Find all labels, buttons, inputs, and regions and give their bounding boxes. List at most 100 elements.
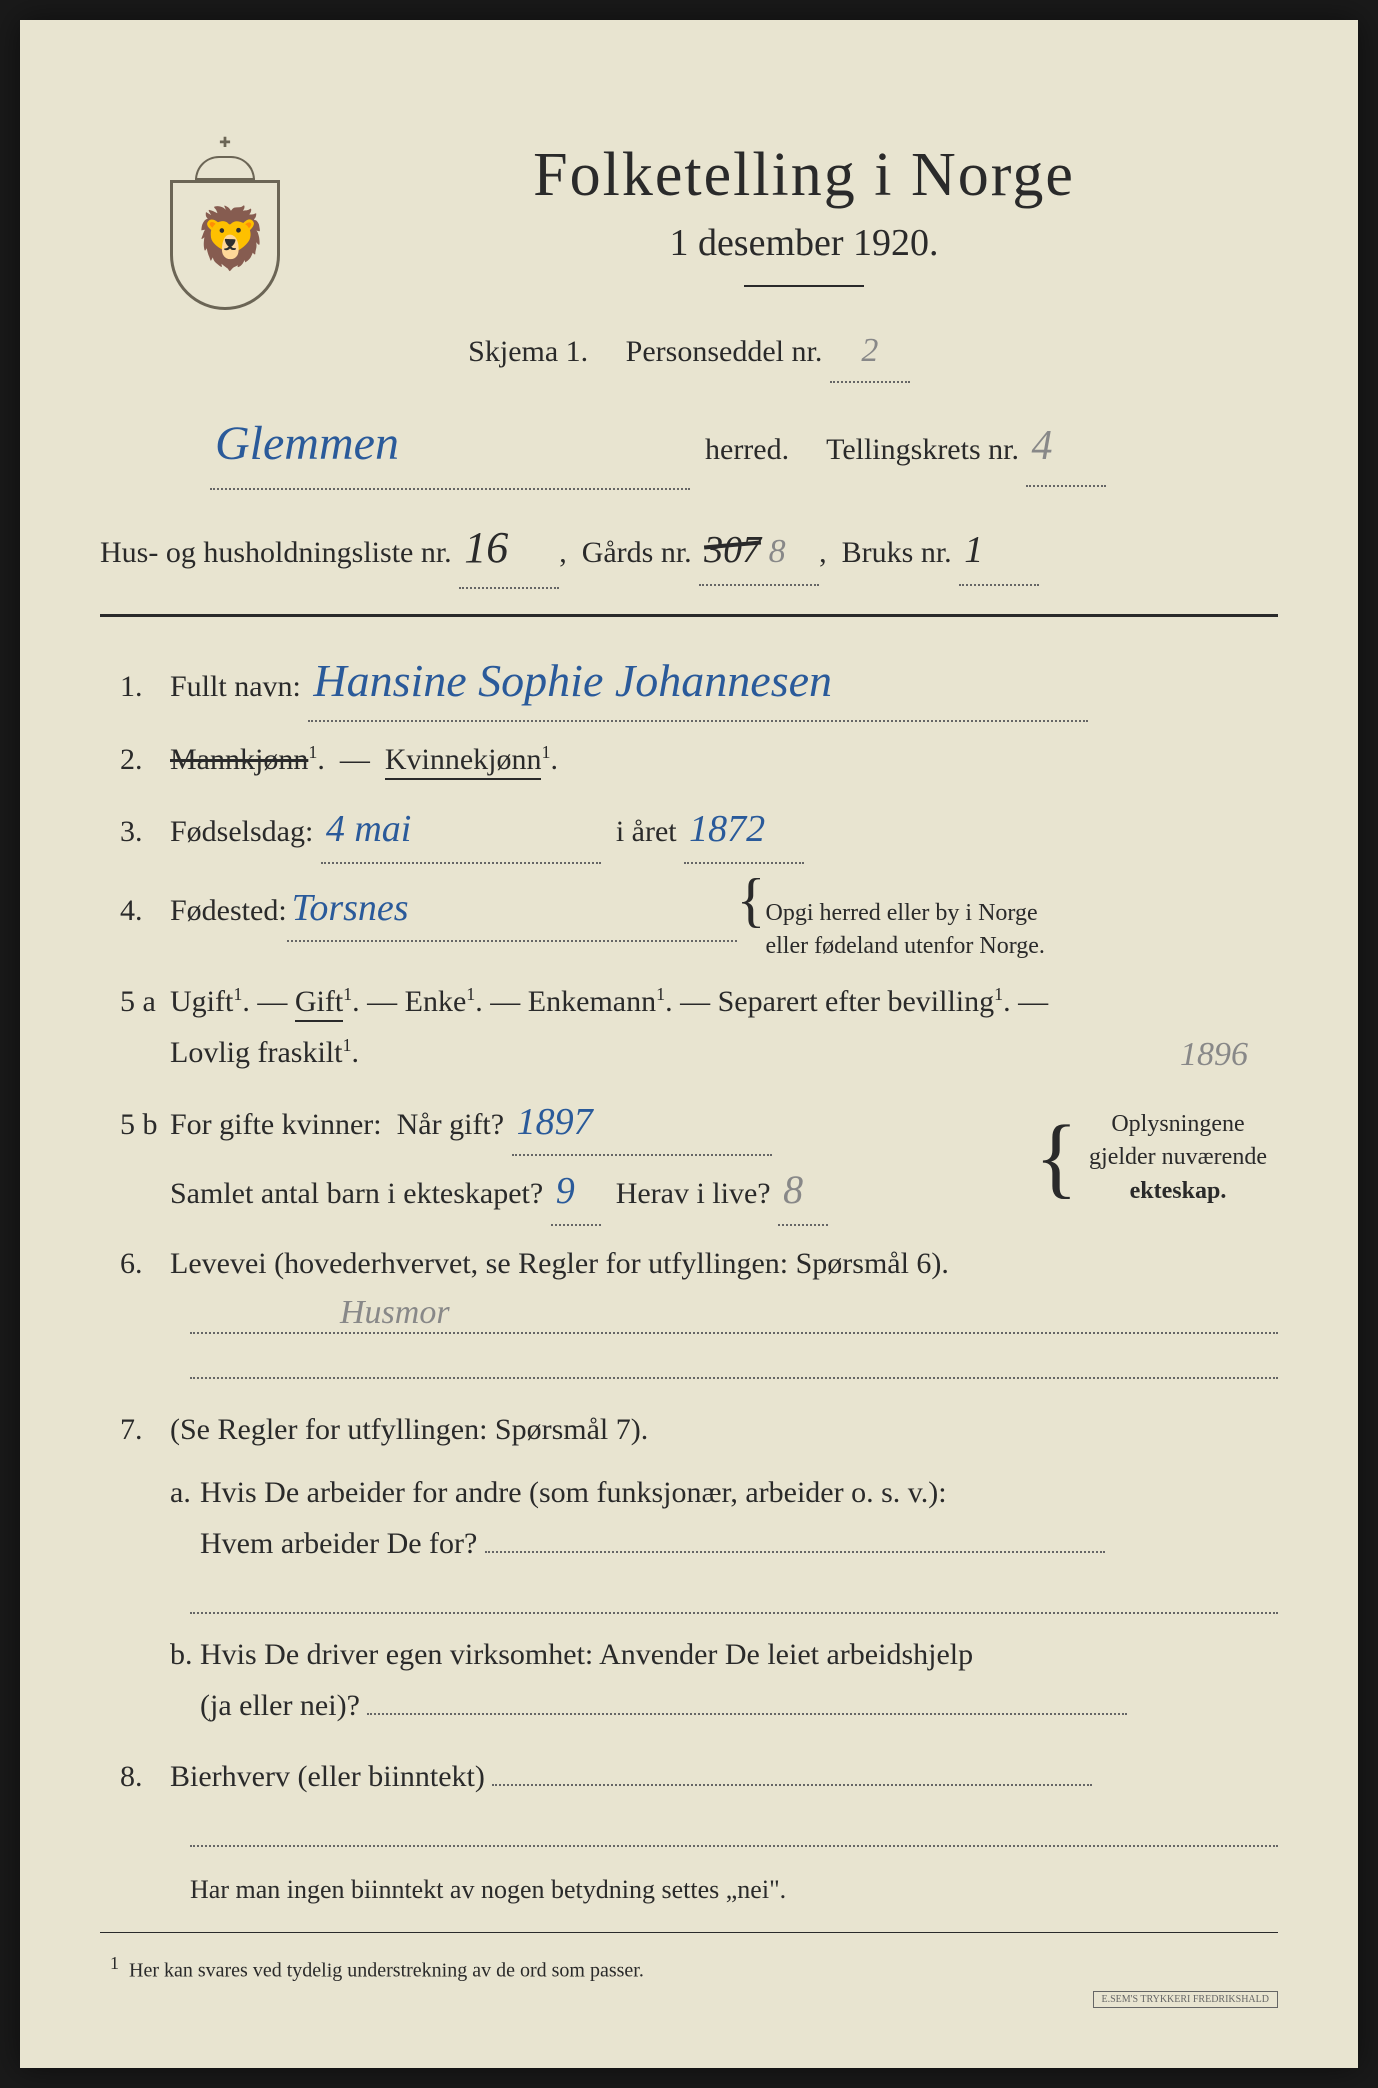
skjema-line: Skjema 1. Personseddel nr. 2 bbox=[100, 320, 1278, 383]
q4-row: 4. Fødested: Torsnes { Opgi herred eller… bbox=[100, 876, 1278, 964]
q5a-num: 5 a bbox=[100, 985, 170, 1019]
q5b-row: 5 b For gifte kvinner: Når gift? 1897 Sa… bbox=[100, 1090, 1278, 1227]
bruks-label: Bruks nr. bbox=[842, 536, 952, 569]
q7a-field-line2 bbox=[190, 1584, 1278, 1614]
q6-row: 6. Levevei (hovederhvervet, se Regler fo… bbox=[100, 1238, 1278, 1289]
q8-row: 8. Bierhverv (eller biinntekt) bbox=[100, 1751, 1278, 1802]
q6-field-line2 bbox=[190, 1349, 1278, 1379]
q5b-label2: Når gift? bbox=[397, 1108, 504, 1141]
q4-value: Torsnes bbox=[292, 887, 409, 929]
husliste-line: Hus- og husholdningsliste nr. 16 , Gårds… bbox=[100, 508, 1278, 589]
herred-field: Glemmen bbox=[210, 401, 690, 489]
q3-num: 3. bbox=[100, 815, 170, 849]
q7a-row: a. Hvis De arbeider for andre (som funks… bbox=[100, 1467, 1278, 1569]
q1-row: 1. Fullt navn: Hansine Sophie Johannesen bbox=[100, 642, 1278, 722]
q5b-year: 1897 bbox=[517, 1101, 593, 1143]
husliste-field: 16 bbox=[459, 508, 559, 589]
bruks-nr: 1 bbox=[964, 529, 983, 571]
q6-num: 6. bbox=[100, 1247, 170, 1281]
personseddel-nr: 2 bbox=[861, 332, 878, 369]
tellingskrets-label: Tellingskrets nr. bbox=[826, 433, 1019, 466]
footer-note1: Har man ingen biinntekt av nogen betydni… bbox=[190, 1867, 1278, 1914]
divider-icon bbox=[100, 614, 1278, 617]
q7-num: 7. bbox=[100, 1413, 170, 1447]
q3-row: 3. Fødselsdag: 4 mai i året 1872 bbox=[100, 797, 1278, 864]
divider-icon bbox=[744, 285, 864, 287]
census-form-page: 🦁 Folketelling i Norge 1 desember 1920. … bbox=[20, 20, 1358, 2068]
q5a-pencil-note: 1896 bbox=[1180, 1026, 1248, 1084]
q4-field: Torsnes bbox=[287, 876, 737, 943]
husliste-nr: 16 bbox=[464, 523, 508, 572]
q3-day-field: 4 mai bbox=[321, 797, 601, 864]
q7b-num: b. bbox=[100, 1638, 170, 1672]
tellingskrets-nr: 4 bbox=[1031, 423, 1052, 469]
q2-mann: Mannkjønn bbox=[170, 743, 308, 776]
q7a-field bbox=[485, 1551, 1105, 1553]
q4-label: Fødested: bbox=[170, 885, 287, 936]
q5b-label4: Herav i live? bbox=[616, 1177, 771, 1210]
main-title: Folketelling i Norge bbox=[330, 140, 1278, 211]
q8-num: 8. bbox=[100, 1760, 170, 1794]
q8-field bbox=[492, 1784, 1092, 1786]
herred-value: Glemmen bbox=[215, 417, 399, 470]
coat-of-arms-icon: 🦁 bbox=[160, 140, 290, 310]
q7-row: 7. (Se Regler for utfyllingen: Spørsmål … bbox=[100, 1404, 1278, 1455]
q6-field-line1: Husmor bbox=[190, 1304, 1278, 1334]
q1-num: 1. bbox=[100, 670, 170, 704]
q5a-enkemann: Enkemann bbox=[528, 985, 656, 1018]
q5b-label1: For gifte kvinner: bbox=[170, 1108, 382, 1141]
personseddel-nr-field: 2 bbox=[830, 320, 910, 383]
subtitle: 1 desember 1920. bbox=[330, 221, 1278, 265]
q5a-ugift: Ugift bbox=[170, 985, 233, 1018]
q5a-fraskilt: Lovlig fraskilt bbox=[170, 1036, 342, 1069]
tellingskrets-field: 4 bbox=[1026, 409, 1106, 487]
personseddel-label: Personseddel nr. bbox=[626, 335, 823, 368]
gards-nr-crossed: 307 bbox=[704, 516, 761, 584]
q7-label: (Se Regler for utfyllingen: Spørsmål 7). bbox=[170, 1413, 648, 1446]
q2-num: 2. bbox=[100, 743, 170, 777]
q4-num: 4. bbox=[100, 894, 170, 928]
q5b-num: 5 b bbox=[100, 1108, 170, 1142]
q7a-label2: Hvem arbeider De for? bbox=[200, 1527, 477, 1560]
q5b-live: 8 bbox=[783, 1167, 803, 1212]
gards-label: Gårds nr. bbox=[582, 536, 692, 569]
q3-year-label: i året bbox=[616, 815, 677, 848]
gards-nr: 8 bbox=[769, 533, 786, 570]
q7a-label1: Hvis De arbeider for andre (som funksjon… bbox=[200, 1476, 947, 1509]
q5a-enke: Enke bbox=[405, 985, 467, 1018]
q1-value: Hansine Sophie Johannesen bbox=[313, 655, 832, 706]
herred-line: Glemmen herred. Tellingskrets nr. 4 bbox=[100, 401, 1278, 489]
q7b-label1: Hvis De driver egen virksomhet: Anvender… bbox=[200, 1638, 973, 1671]
q5b-live-field: 8 bbox=[778, 1156, 828, 1226]
q3-label: Fødselsdag: bbox=[170, 815, 313, 848]
skjema-label: Skjema 1. bbox=[468, 335, 588, 368]
divider-icon bbox=[100, 1932, 1278, 1933]
q6-label: Levevei (hovederhvervet, se Regler for u… bbox=[170, 1247, 949, 1280]
q7b-label2: (ja eller nei)? bbox=[200, 1689, 360, 1722]
q5a-separert: Separert efter bevilling bbox=[718, 985, 995, 1018]
bruks-field: 1 bbox=[959, 516, 1039, 586]
q5b-barn: 9 bbox=[556, 1170, 575, 1212]
q5b-year-field: 1897 bbox=[512, 1090, 772, 1157]
q7b-row: b. Hvis De driver egen virksomhet: Anven… bbox=[100, 1629, 1278, 1731]
q5a-row: 5 a Ugift1. — Gift1. — Enke1. — Enkemann… bbox=[100, 976, 1278, 1078]
q3-day: 4 mai bbox=[326, 808, 412, 850]
q5b-barn-field: 9 bbox=[551, 1159, 601, 1226]
q6-value: Husmor bbox=[340, 1294, 450, 1332]
q3-year: 1872 bbox=[689, 808, 765, 850]
q4-note: Opgi herred eller by i Norge eller fødel… bbox=[765, 897, 1044, 964]
footnote: 1 Her kan svares ved tydelig understrekn… bbox=[100, 1953, 1278, 1983]
herred-label: herred. bbox=[705, 433, 789, 466]
husliste-label: Hus- og husholdningsliste nr. bbox=[100, 536, 452, 569]
q1-label: Fullt navn: bbox=[170, 670, 301, 703]
q3-year-field: 1872 bbox=[684, 797, 804, 864]
q8-field-line2 bbox=[190, 1817, 1278, 1847]
gards-field: 307 8 bbox=[699, 516, 819, 586]
header: 🦁 Folketelling i Norge 1 desember 1920. bbox=[100, 140, 1278, 310]
q5a-gift: Gift bbox=[295, 985, 343, 1022]
q8-label: Bierhverv (eller biinntekt) bbox=[170, 1760, 485, 1793]
q2-row: 2. Mannkjønn1. — Kvinnekjønn1. bbox=[100, 734, 1278, 785]
q2-kvinne: Kvinnekjønn bbox=[385, 743, 542, 780]
q1-field: Hansine Sophie Johannesen bbox=[308, 642, 1088, 722]
q5b-label3: Samlet antal barn i ekteskapet? bbox=[170, 1177, 543, 1210]
